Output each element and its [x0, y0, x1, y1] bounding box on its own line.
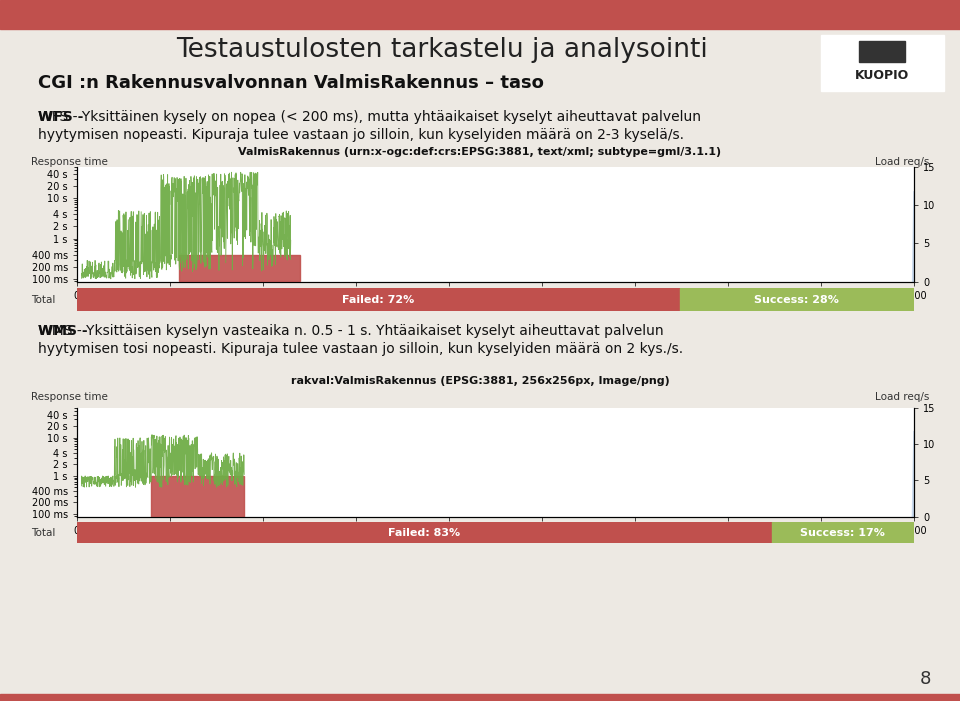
Polygon shape	[180, 254, 300, 281]
Text: Load req/s: Load req/s	[875, 157, 929, 167]
Bar	[0, 694, 960, 701]
Bar	[821, 35, 944, 91]
Polygon shape	[152, 476, 244, 517]
Text: WMS - Yksittäisen kyselyn vasteaika n. 0.5 - 1 s. Yhtäaikaiset kyselyt aiheuttav: WMS - Yksittäisen kyselyn vasteaika n. 0…	[38, 324, 684, 356]
Text: 8: 8	[920, 670, 931, 688]
Text: WFS - Yksittäinen kysely on nopea (< 200 ms), mutta yhtäaikaiset kyselyt aiheutt: WFS - Yksittäinen kysely on nopea (< 200…	[38, 110, 702, 142]
Text: Response time: Response time	[31, 393, 108, 402]
Bar	[0, 0, 960, 29]
Text: rakval:ValmisRakennus (EPSG:3881, 256x256px, Image/png): rakval:ValmisRakennus (EPSG:3881, 256x25…	[291, 376, 669, 386]
Text: Success: 28%: Success: 28%	[755, 294, 839, 305]
Text: Failed: 72%: Failed: 72%	[342, 294, 415, 305]
Text: ValmisRakennus (urn:x-ogc:def:crs:EPSG:3881, text/xml; subtype=gml/3.1.1): ValmisRakennus (urn:x-ogc:def:crs:EPSG:3…	[238, 147, 722, 157]
Text: Load req/s: Load req/s	[875, 393, 929, 402]
Text: KUOPIO: KUOPIO	[855, 69, 909, 82]
Text: Total: Total	[31, 294, 55, 305]
Bar	[680, 288, 914, 311]
Bar	[77, 288, 680, 311]
Text: Total: Total	[31, 528, 55, 538]
Text: Failed: 83%: Failed: 83%	[388, 528, 460, 538]
Bar	[77, 522, 772, 543]
Polygon shape	[304, 191, 914, 701]
Text: Success: 17%: Success: 17%	[801, 528, 885, 538]
Text: Testaustulosten tarkastelu ja analysointi: Testaustulosten tarkastelu ja analysoint…	[176, 37, 708, 64]
Bar	[772, 522, 914, 543]
Polygon shape	[235, 431, 914, 701]
Text: CGI :n Rakennusvalvonnan ValmisRakennus – taso: CGI :n Rakennusvalvonnan ValmisRakennus …	[38, 74, 544, 92]
Text: Response time: Response time	[31, 157, 108, 167]
Bar	[859, 41, 905, 62]
Text: WMS -: WMS -	[38, 324, 88, 338]
Text: WFS -: WFS -	[38, 110, 84, 124]
